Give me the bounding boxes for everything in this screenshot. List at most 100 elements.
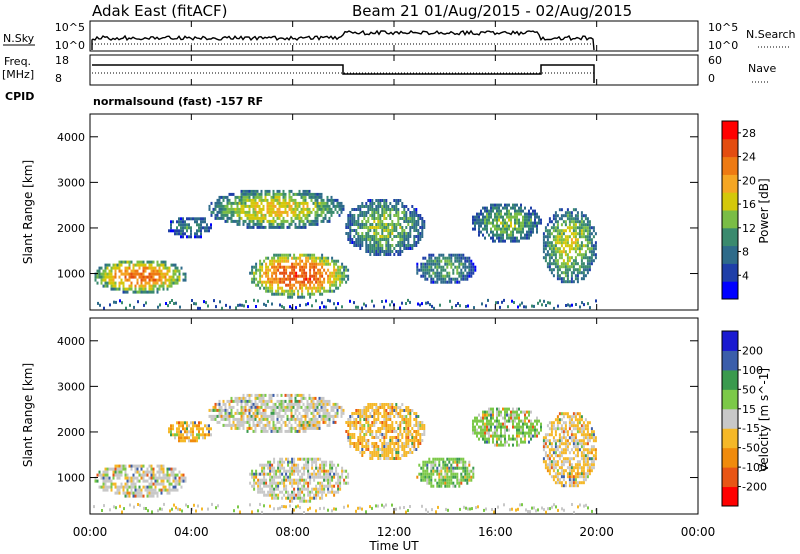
echo-cell xyxy=(174,488,177,492)
echo-cell xyxy=(118,464,121,468)
echo-cell xyxy=(273,478,276,482)
echo-cell xyxy=(256,222,259,226)
echo-cell xyxy=(389,244,392,247)
echo-cell xyxy=(98,473,101,477)
echo-cell xyxy=(198,223,200,227)
echo-cell xyxy=(391,226,394,229)
echo-cell xyxy=(502,206,504,210)
echo-cell xyxy=(176,269,179,273)
echo-cell xyxy=(94,479,97,483)
echo-cell xyxy=(334,402,337,406)
echo-cell xyxy=(417,241,420,244)
echo-cell xyxy=(464,475,467,479)
echo-cell xyxy=(260,426,263,430)
echo-cell xyxy=(280,426,283,430)
echo-cell xyxy=(246,222,249,226)
echo-cell xyxy=(464,463,467,467)
echo-cell xyxy=(311,460,314,464)
echo-cell xyxy=(208,424,210,428)
echo-cell xyxy=(486,224,488,228)
echo-cell xyxy=(260,192,263,196)
echo-cell xyxy=(146,470,149,474)
ground-scatter-cell xyxy=(325,305,327,309)
echo-cell xyxy=(357,442,360,445)
echo-cell xyxy=(323,256,326,260)
echo-cell xyxy=(156,482,159,486)
echo-cell xyxy=(320,195,323,199)
echo-cell xyxy=(582,229,585,233)
echo-cell xyxy=(562,280,565,284)
echo-cell xyxy=(373,448,376,451)
echo-cell xyxy=(271,259,274,263)
echo-cell xyxy=(456,280,459,284)
echo-cell xyxy=(318,414,321,418)
echo-cell xyxy=(269,469,272,473)
echo-cell xyxy=(442,256,445,260)
echo-cell xyxy=(266,417,269,421)
echo-cell xyxy=(190,235,192,239)
echo-cell xyxy=(292,426,295,430)
echo-cell xyxy=(318,192,321,196)
echo-cell xyxy=(484,206,486,210)
echo-cell xyxy=(176,427,178,431)
echo-cell xyxy=(300,210,303,214)
echo-cell xyxy=(128,275,131,279)
echo-cell xyxy=(118,269,121,273)
echo-cell xyxy=(444,259,447,263)
echo-cell xyxy=(300,216,303,220)
echo-cell xyxy=(190,421,192,425)
echo-cell xyxy=(307,292,310,296)
echo-cell xyxy=(302,198,305,202)
echo-cell xyxy=(248,225,251,229)
echo-cell xyxy=(304,405,307,409)
ground-scatter-cell xyxy=(401,301,403,305)
echo-cell xyxy=(299,268,302,272)
echo-cell xyxy=(160,491,163,495)
echo-cell xyxy=(576,280,579,284)
echo-cell xyxy=(278,420,281,424)
ground-scatter-cell xyxy=(241,303,243,307)
echo-cell xyxy=(422,469,425,473)
echo-cell xyxy=(240,396,243,400)
echo-cell xyxy=(444,280,447,284)
ground-scatter-cell xyxy=(265,303,267,307)
echo-cell xyxy=(363,406,366,409)
echo-cell xyxy=(116,476,119,480)
echo-cell xyxy=(474,431,476,435)
echo-cell xyxy=(510,230,512,234)
echo-cell xyxy=(361,409,364,412)
echo-cell xyxy=(322,408,325,412)
echo-cell xyxy=(389,211,392,214)
echo-cell xyxy=(514,215,516,219)
echo-cell xyxy=(267,490,270,494)
echo-cell xyxy=(172,263,175,267)
echo-cell xyxy=(331,460,334,464)
echo-cell xyxy=(377,445,380,448)
echo-cell xyxy=(287,469,290,473)
ground-scatter-cell xyxy=(433,306,435,310)
echo-cell xyxy=(464,256,467,260)
echo-cell xyxy=(238,195,241,199)
echo-cell xyxy=(438,472,441,476)
echo-cell xyxy=(582,244,585,248)
echo-cell xyxy=(432,259,435,263)
echo-cell xyxy=(498,425,500,429)
power-frame xyxy=(89,113,699,311)
echo-cell xyxy=(371,409,374,412)
echo-cell xyxy=(373,418,376,421)
echo-cell xyxy=(377,451,380,454)
echo-cell xyxy=(454,265,457,269)
echo-cell xyxy=(385,436,388,439)
echo-cell xyxy=(317,457,320,461)
echo-cell xyxy=(389,409,392,412)
echo-cell xyxy=(383,205,386,208)
echo-cell xyxy=(592,247,595,251)
echo-cell xyxy=(506,212,508,216)
echo-cell xyxy=(218,399,221,403)
echo-cell xyxy=(397,445,400,448)
echo-cell xyxy=(158,467,161,471)
echo-cell xyxy=(490,209,492,213)
echo-cell xyxy=(442,277,445,281)
echo-cell xyxy=(389,451,392,454)
